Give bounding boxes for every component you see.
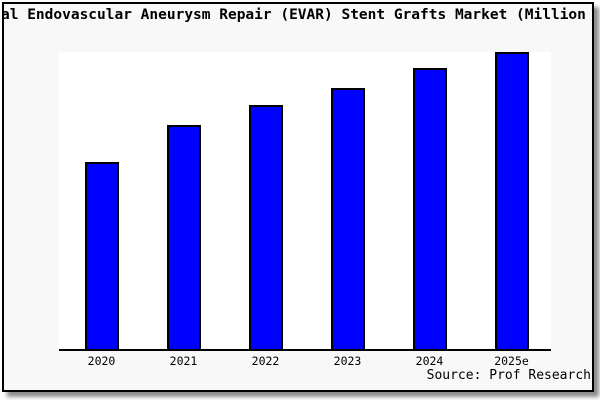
x-tick-2022: 2022	[251, 354, 280, 368]
bar-2024	[412, 68, 447, 349]
x-axis-labels: 2020 2021 2022 2023 2024 2025e	[59, 355, 551, 369]
bar-2025e	[494, 52, 529, 349]
x-tick-2023: 2023	[333, 354, 362, 368]
bar-2023	[330, 88, 365, 349]
bar-2020	[84, 162, 119, 349]
source-note: Source: Prof Research	[426, 368, 591, 383]
x-tick-2024: 2024	[415, 354, 444, 368]
x-tick-2025e: 2025e	[494, 354, 529, 368]
bar-2021	[166, 125, 201, 349]
bar-2022	[248, 105, 283, 349]
plot-area	[59, 52, 551, 351]
chart-title: al Endovascular Aneurysm Repair (EVAR) S…	[2, 7, 586, 23]
x-tick-2021: 2021	[169, 354, 198, 368]
chart-frame: al Endovascular Aneurysm Repair (EVAR) S…	[2, 2, 594, 392]
x-tick-2020: 2020	[87, 354, 116, 368]
